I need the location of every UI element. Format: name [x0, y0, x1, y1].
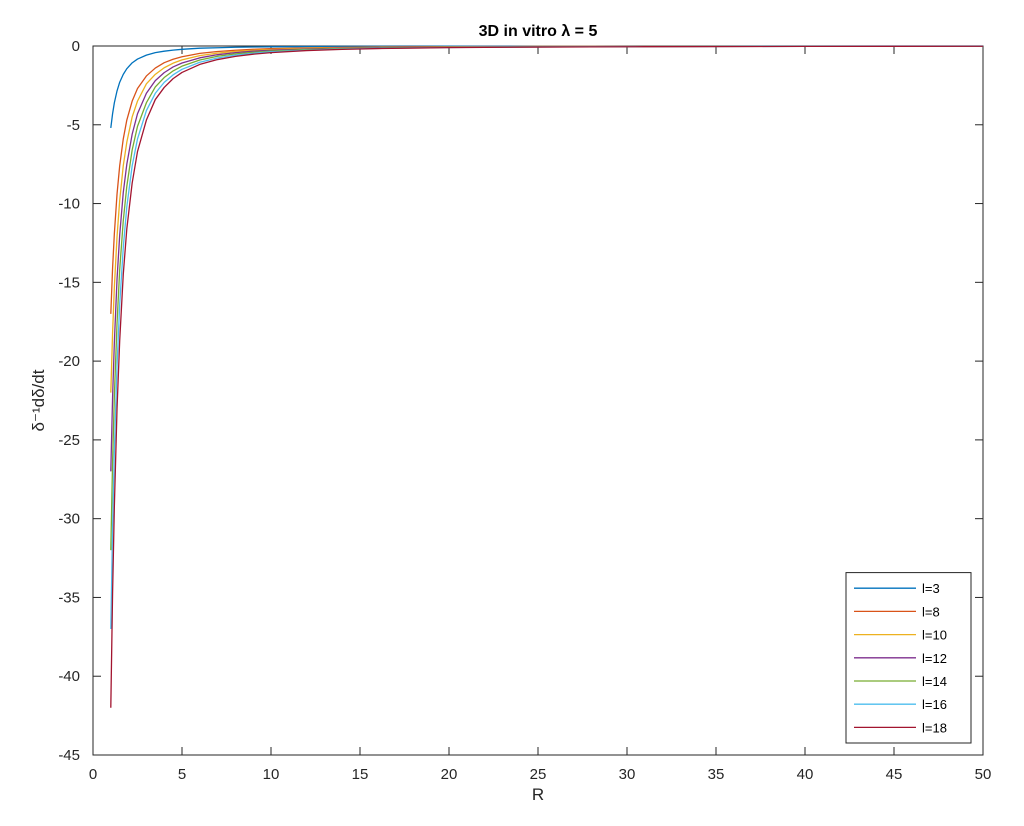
y-tick-label: -10: [58, 196, 80, 213]
x-tick-label: 20: [441, 766, 458, 783]
legend-label: l=12: [922, 651, 947, 666]
y-tick-label: -25: [58, 432, 80, 449]
legend-label: l=18: [922, 720, 947, 735]
x-tick-label: 0: [89, 766, 97, 783]
x-tick-label: 40: [797, 766, 814, 783]
y-tick-label: -40: [58, 668, 80, 685]
legend-label: l=14: [922, 674, 947, 689]
x-axis: 0 5 10 15 20 25 30 35 40 45 50: [89, 46, 992, 783]
x-tick-label: 35: [708, 766, 725, 783]
y-axis-label: δ⁻¹dδ/dt: [29, 369, 48, 431]
x-tick-label: 45: [886, 766, 903, 783]
x-tick-label: 30: [619, 766, 636, 783]
x-tick-label: 50: [975, 766, 992, 783]
x-tick-label: 15: [352, 766, 369, 783]
x-axis-label: R: [532, 785, 544, 804]
y-tick-label: -30: [58, 511, 80, 528]
axes-box: [92, 45, 984, 756]
plot-area: [92, 45, 984, 756]
y-tick-label: -35: [58, 589, 80, 606]
y-tick-label: 0: [72, 38, 80, 55]
series-line-l-18: [110, 45, 984, 708]
legend-label: l=3: [922, 581, 940, 596]
y-tick-label: -45: [58, 747, 80, 764]
y-axis: 0 -5 -10 -15 -20 -25 -30 -35 -40 -45: [58, 38, 983, 764]
x-tick-label: 25: [530, 766, 547, 783]
legend-label: l=10: [922, 628, 947, 643]
legend-label: l=8: [922, 604, 940, 619]
x-tick-label: 5: [178, 766, 186, 783]
chart-title: 3D in vitro λ = 5: [479, 23, 598, 40]
series-lines: [110, 45, 984, 708]
y-tick-label: -20: [58, 353, 80, 370]
x-tick-label: 10: [263, 766, 280, 783]
y-tick-label: -5: [67, 117, 80, 134]
y-tick-label: -15: [58, 274, 80, 291]
legend-label: l=16: [922, 697, 947, 712]
legend: l=3 l=8 l=10 l=12 l=14 l=16 l=18: [845, 572, 972, 744]
